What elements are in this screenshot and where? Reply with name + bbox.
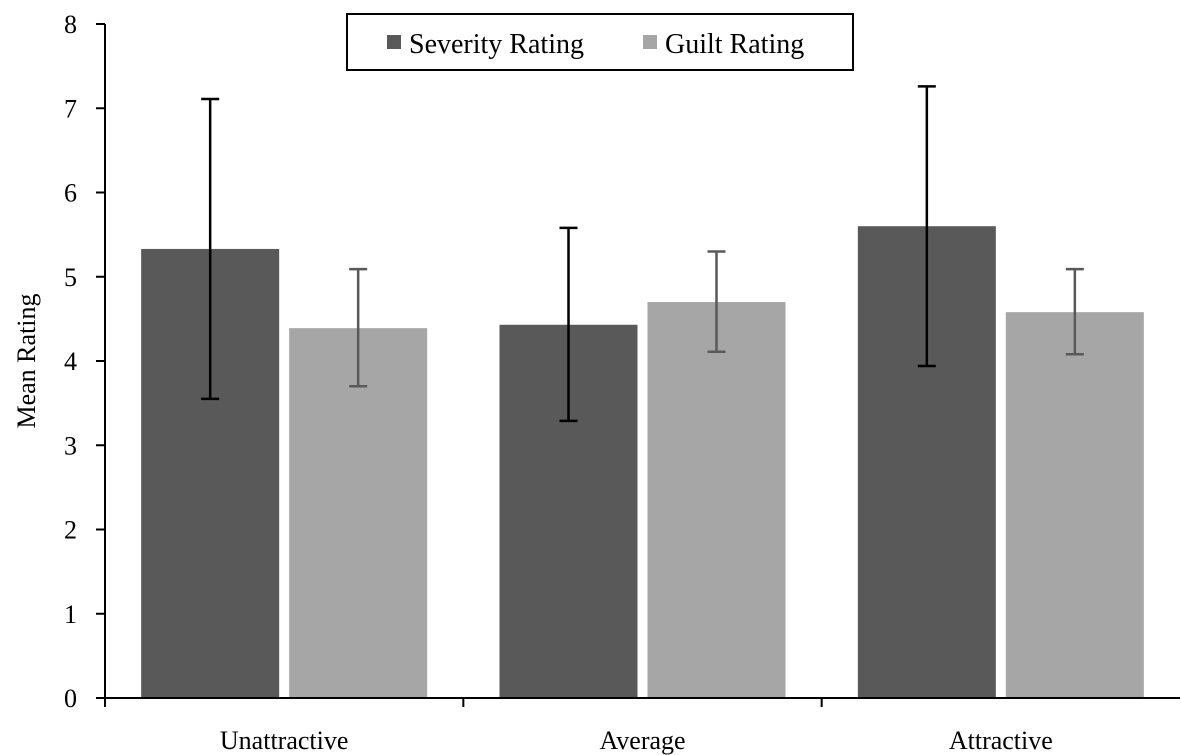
- y-tick-label-1: 1: [64, 600, 77, 629]
- y-tick-label-2: 2: [64, 516, 77, 545]
- y-tick-label-8: 8: [64, 10, 77, 39]
- y-tick-label-0: 0: [64, 684, 77, 713]
- y-axis-title: Mean Rating: [12, 293, 41, 428]
- y-tick-label-4: 4: [64, 347, 77, 376]
- bar-guilt-rating-attractive: [1005, 312, 1144, 698]
- bar-guilt-rating-average: [647, 302, 786, 698]
- legend-box: [346, 13, 854, 71]
- bars-layer: [141, 226, 1144, 698]
- legend-label-guilt-rating: Guilt Rating: [665, 29, 804, 60]
- labels-layer: 0 1 2 3 4 5 6 7 8 Unattractive Average Attractive Me…: [12, 10, 1053, 755]
- y-tick-label-5: 5: [64, 263, 77, 292]
- x-tick-label-average: Average: [599, 726, 685, 755]
- error-bars-layer: [201, 85, 1084, 423]
- x-tick-label-unattractive: Unattractive: [220, 726, 349, 755]
- bar-guilt-rating-unattractive: [289, 328, 428, 698]
- y-tick-label-6: 6: [64, 179, 77, 208]
- legend-swatch-guilt-rating: [643, 35, 657, 49]
- axes-layer: [96, 23, 1180, 707]
- y-tick-label-7: 7: [64, 94, 77, 123]
- legend: Severity Rating Guilt Rating: [346, 13, 854, 71]
- y-tick-label-3: 3: [64, 431, 77, 460]
- legend-label-severity-rating: Severity Rating: [409, 29, 584, 60]
- legend-swatch-severity-rating: [387, 35, 401, 49]
- x-tick-label-attractive: Attractive: [949, 726, 1053, 755]
